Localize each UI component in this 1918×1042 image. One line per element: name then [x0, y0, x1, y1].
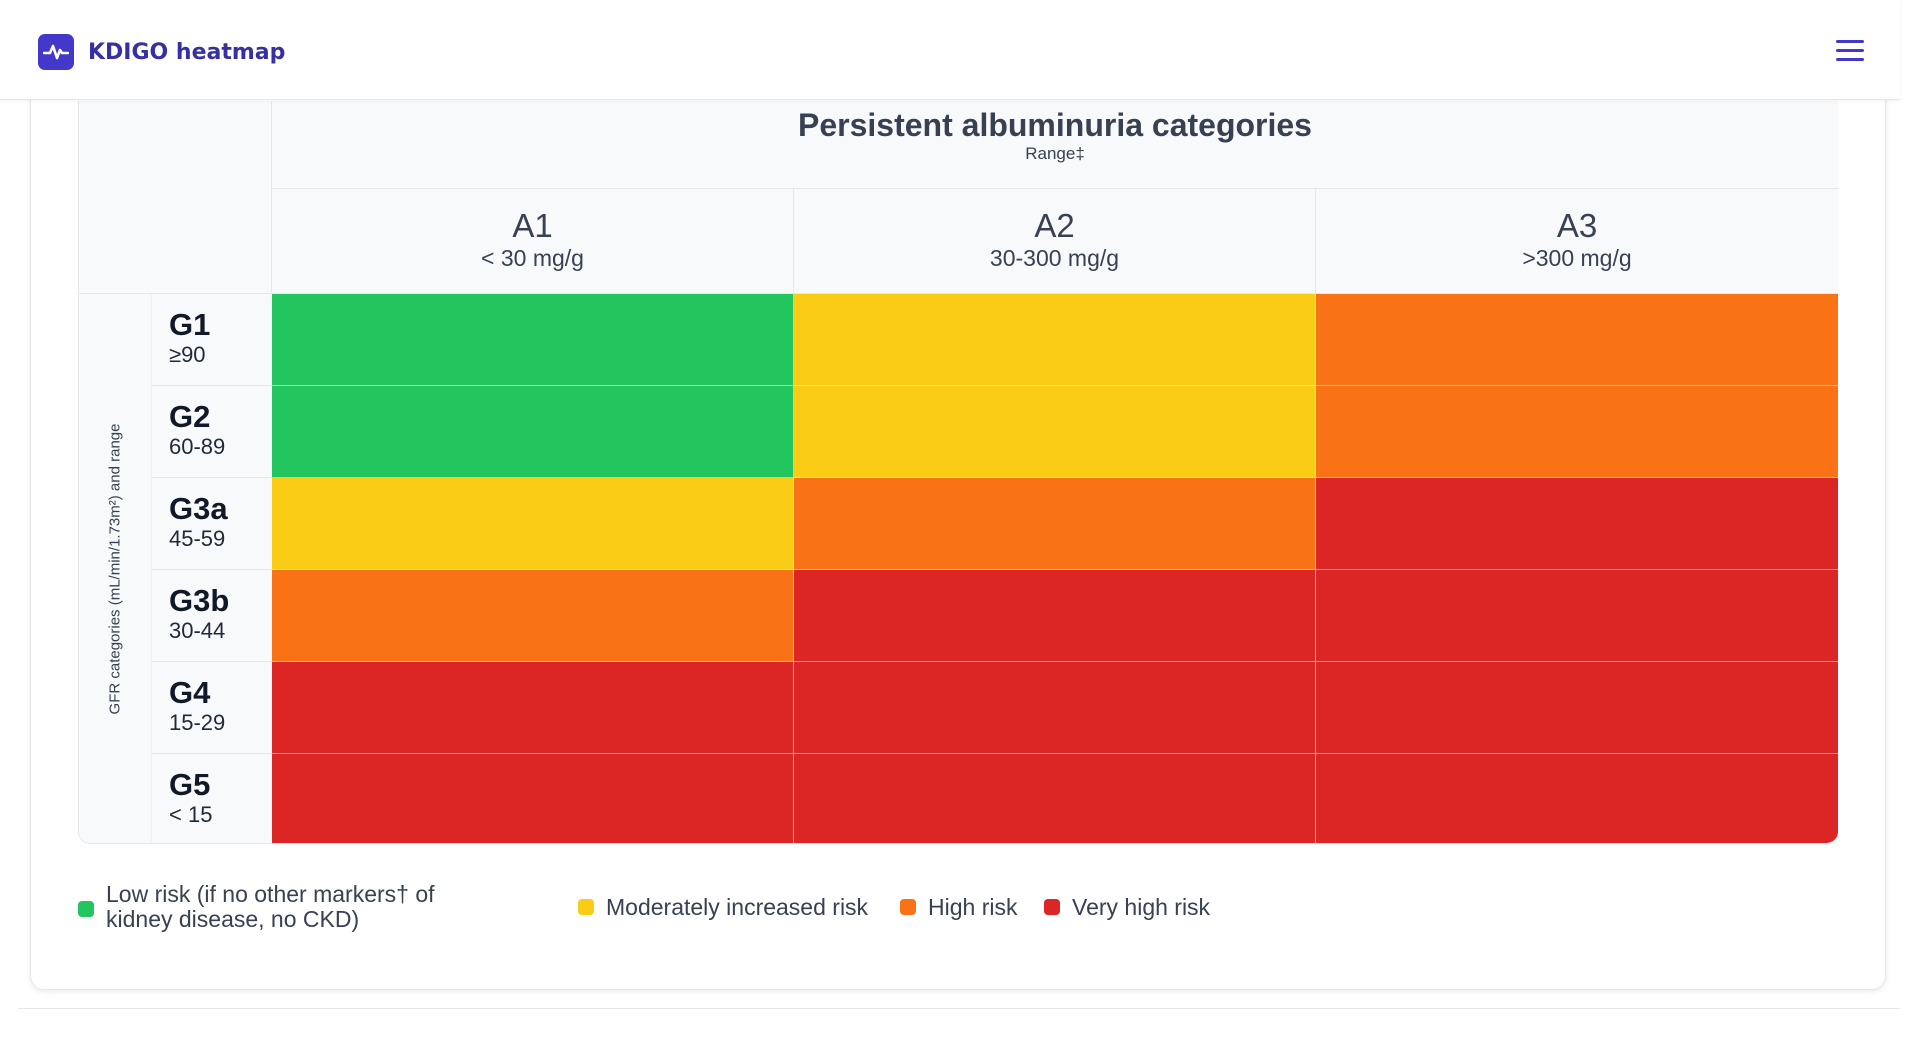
row-range: 15-29 — [169, 710, 226, 735]
column-code: A1 — [512, 207, 553, 244]
table-corner — [79, 101, 272, 294]
heatmap-cell-g3b-a2[interactable] — [794, 570, 1316, 662]
heatmap-cell-g1-a1[interactable] — [272, 294, 794, 386]
heatmap-title: Persistent albuminuria categories — [798, 107, 1312, 143]
heatmap-cell-g1-a2[interactable] — [794, 294, 1316, 386]
row-header-g2: G2 60-89 — [152, 386, 272, 478]
column-code: A3 — [1556, 207, 1598, 244]
legend-swatch-moderate — [578, 899, 594, 915]
row-code: G1 — [169, 307, 211, 342]
legend-swatch-high — [900, 899, 916, 915]
legend-swatch-very-high — [1044, 899, 1060, 915]
legend-label-very-high: Very high risk — [1072, 894, 1211, 920]
page-divider — [18, 1008, 1900, 1009]
row-header-g4: G4 15-29 — [152, 662, 272, 754]
row-code: G3a — [169, 491, 228, 526]
heatmap-cell-g2-a2[interactable] — [794, 386, 1316, 478]
hamburger-menu-icon[interactable] — [1836, 38, 1866, 64]
app-title: KDIGO heatmap — [88, 39, 286, 65]
heatmap-cell-g3a-a1[interactable] — [272, 478, 794, 570]
row-range: 45-59 — [169, 526, 226, 551]
heatmap-cell-g2-a3[interactable] — [1316, 386, 1838, 478]
heatmap-cell-g2-a1[interactable] — [272, 386, 794, 478]
heatmap-subtitle: Range‡ — [1025, 144, 1085, 163]
row-header-g3b: G3b 30-44 — [152, 570, 272, 662]
legend-label-low: Low risk (if no other markers† of kidney… — [106, 881, 435, 932]
heatmap-cell-g4-a2[interactable] — [794, 662, 1316, 754]
heatmap-cell-g5-a1[interactable] — [272, 754, 794, 843]
legend-swatch-low — [78, 901, 94, 917]
brand[interactable]: KDIGO heatmap — [38, 34, 285, 70]
row-range: 30-44 — [169, 618, 226, 643]
column-header-a1: A1 < 30 mg/g — [272, 189, 794, 294]
row-range: 60-89 — [169, 434, 226, 459]
row-code: G5 — [169, 767, 211, 802]
row-code: G3b — [169, 583, 230, 618]
heart-pulse-icon — [38, 34, 74, 70]
legend-label-high: High risk — [928, 894, 1018, 920]
legend-item-very-high: Very high risk — [1044, 894, 1210, 921]
heatmap-cell-g3b-a3[interactable] — [1316, 570, 1838, 662]
heatmap-cell-g3b-a1[interactable] — [272, 570, 794, 662]
row-header-g3a: G3a 45-59 — [152, 478, 272, 570]
heatmap-cell-g1-a3[interactable] — [1316, 294, 1838, 386]
app-header: KDIGO heatmap — [0, 0, 1900, 100]
column-range: < 30 mg/g — [481, 245, 584, 271]
albuminuria-header: Persistent albuminuria categories Range‡ — [272, 101, 1838, 189]
heatmap-cell-g5-a3[interactable] — [1316, 754, 1838, 843]
legend-item-high: High risk — [900, 894, 1017, 921]
column-code: A2 — [1034, 207, 1075, 244]
column-range: >300 mg/g — [1522, 245, 1632, 271]
row-code: G2 — [169, 399, 211, 434]
column-header-a2: A2 30-300 mg/g — [794, 189, 1316, 294]
scroll-gutter — [1900, 0, 1918, 1042]
row-code: G4 — [169, 675, 211, 710]
column-header-a3: A3 >300 mg/g — [1316, 189, 1838, 294]
row-header-g5: G5 < 15 — [152, 754, 272, 843]
gfr-axis-label: GFR categories (mL/min/1.73m²) and range — [106, 423, 124, 715]
heatmap-cell-g3a-a2[interactable] — [794, 478, 1316, 570]
heatmap-cell-g4-a1[interactable] — [272, 662, 794, 754]
row-range: < 15 — [169, 802, 213, 827]
kdigo-heatmap-table: Persistent albuminuria categories Range‡… — [78, 101, 1838, 844]
heatmap-cell-g3a-a3[interactable] — [1316, 478, 1838, 570]
legend-item-moderate: Moderately increased risk — [578, 894, 868, 921]
gfr-axis: GFR categories (mL/min/1.73m²) and range — [79, 294, 152, 843]
column-range: 30-300 mg/g — [989, 245, 1120, 271]
row-range: ≥90 — [169, 342, 206, 367]
row-header-g1: G1 ≥90 — [152, 294, 272, 386]
legend-label-moderate: Moderately increased risk — [606, 894, 869, 920]
legend-item-low: Low risk (if no other markers† of kidney… — [78, 882, 448, 932]
heatmap-cell-g5-a2[interactable] — [794, 754, 1316, 843]
heatmap-cell-g4-a3[interactable] — [1316, 662, 1838, 754]
